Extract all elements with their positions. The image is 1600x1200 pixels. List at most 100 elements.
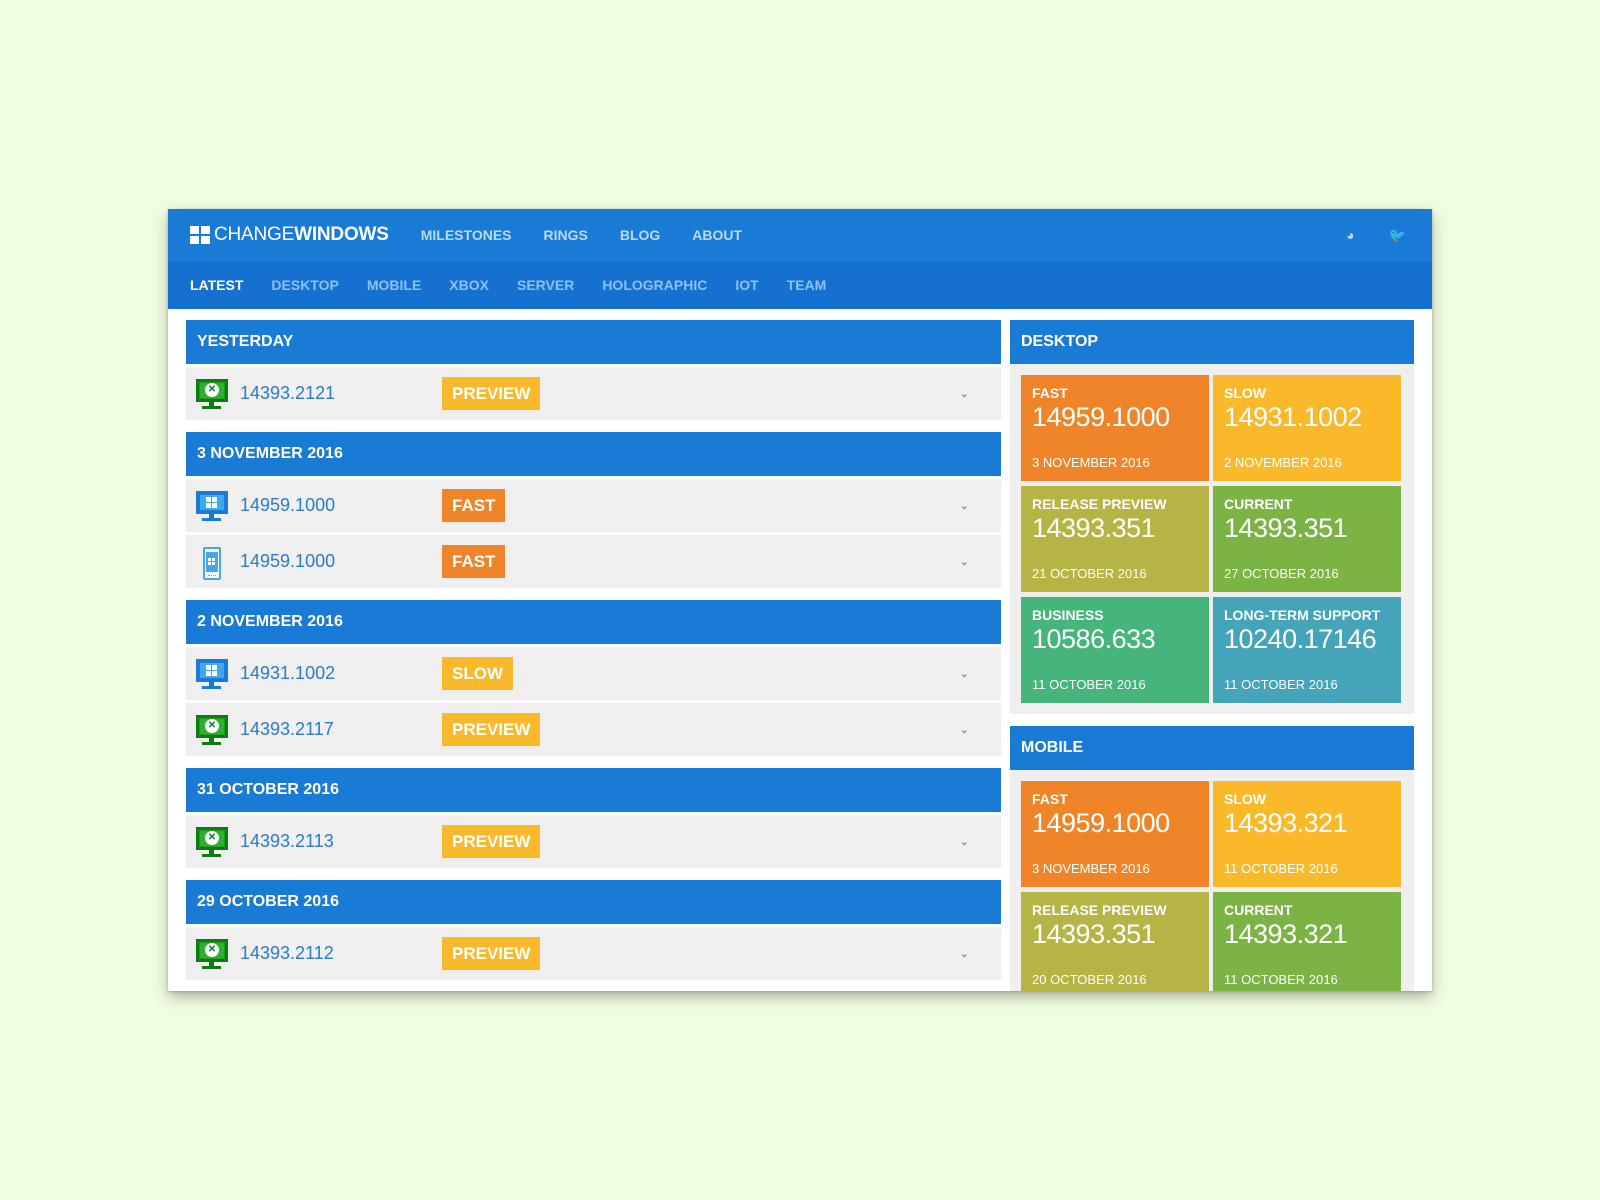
ring-tile[interactable]: FAST 14959.1000 3 NOVEMBER 2016 xyxy=(1021,375,1209,481)
ring-badge: PREVIEW xyxy=(442,937,541,970)
windows-logo-icon xyxy=(206,664,218,676)
chevron-down-icon[interactable]: ⌄ xyxy=(959,499,969,512)
build-row[interactable]: 14959.1000 FAST ⌄ xyxy=(186,479,1001,532)
platform-panel-mobile: MOBILE FAST 14959.1000 3 NOVEMBER 2016 SLOW 1… xyxy=(1010,726,1414,991)
monitor-foot xyxy=(202,685,221,689)
brand-change: CHANGE xyxy=(214,224,295,245)
tab-holographic[interactable]: HOLOGRAPHIC xyxy=(602,277,708,293)
monitor-shape xyxy=(196,658,228,682)
xbox-logo-icon: ✕ xyxy=(205,943,219,957)
tab-xbox[interactable]: XBOX xyxy=(449,277,489,293)
tab-mobile[interactable]: MOBILE xyxy=(366,277,422,293)
build-number: 14959.1000 xyxy=(240,495,336,515)
monitor-screen: ✕ xyxy=(200,382,224,398)
ring-summary: DESKTOP FAST 14959.1000 3 NOVEMBER 2016 SLOW… xyxy=(1010,320,1414,991)
ring-name: SLOW xyxy=(1224,385,1266,401)
nav-about[interactable]: ABOUT xyxy=(692,227,743,243)
monitor-shape: ✕ xyxy=(196,714,228,738)
monitor-shape: ✕ xyxy=(196,938,228,962)
ring-tile[interactable]: LONG-TERM SUPPORT 10240.17146 11 OCTOBER 2… xyxy=(1213,597,1401,703)
tab-team[interactable]: TEAM xyxy=(786,277,827,293)
build-timeline: YESTERDAY ✕ 14393.2121 PREVIEW ⌄ 3 NOVEMBER 2… xyxy=(186,320,1001,991)
desktop-device-icon xyxy=(195,490,228,521)
nav-milestones[interactable]: MILESTONES xyxy=(420,227,512,243)
ring-build: 14393.351 xyxy=(1032,513,1156,543)
monitor-stand xyxy=(209,737,214,743)
ring-name: BUSINESS xyxy=(1032,607,1104,623)
phone-screen xyxy=(206,551,218,572)
windows-logo-icon xyxy=(190,226,210,244)
build-number: 14959.1000 xyxy=(240,551,336,571)
ring-tile[interactable]: RELEASE PREVIEW 14393.351 21 OCTOBER 2016 xyxy=(1021,486,1209,592)
main-nav: MILESTONES RINGS BLOG ABOUT xyxy=(403,227,742,243)
monitor-foot xyxy=(202,965,221,969)
monitor-screen: ✕ xyxy=(200,830,224,846)
monitor-screen: ✕ xyxy=(200,942,224,958)
ring-build: 10586.633 xyxy=(1032,624,1156,654)
ring-name: RELEASE PREVIEW xyxy=(1032,496,1167,512)
ring-tile[interactable]: BUSINESS 10586.633 11 OCTOBER 2016 xyxy=(1021,597,1209,703)
platform-panel-desktop: DESKTOP FAST 14959.1000 3 NOVEMBER 2016 SLOW… xyxy=(1010,320,1414,714)
main-content: YESTERDAY ✕ 14393.2121 PREVIEW ⌄ 3 NOVEMBER 2… xyxy=(168,309,1432,991)
brand-logo[interactable]: CHANGEWINDOWS xyxy=(190,224,389,246)
xbox-device-icon: ✕ xyxy=(195,938,228,969)
date-group: 31 OCTOBER 2016 ✕ 14393.2113 PREVIEW ⌄ xyxy=(186,768,1001,868)
monitor-foot xyxy=(202,853,221,857)
mobile-device-icon xyxy=(195,546,228,580)
date-group: 2 NOVEMBER 2016 14931.1002 SLOW ⌄ ✕ 14393.211… xyxy=(186,600,1001,756)
ring-tile[interactable]: SLOW 14931.1002 2 NOVEMBER 2016 xyxy=(1213,375,1401,481)
build-row[interactable]: ✕ 14393.2117 PREVIEW ⌄ xyxy=(186,703,1001,756)
build-row[interactable]: 14931.1002 SLOW ⌄ xyxy=(186,647,1001,700)
xbox-device-icon: ✕ xyxy=(195,826,228,857)
ring-name: RELEASE PREVIEW xyxy=(1032,902,1167,918)
build-row[interactable]: ✕ 14393.2121 PREVIEW ⌄ xyxy=(186,367,1001,420)
nav-blog[interactable]: BLOG xyxy=(619,227,661,243)
xbox-device-icon: ✕ xyxy=(195,378,228,409)
build-row[interactable]: 14959.1000 FAST ⌄ xyxy=(186,535,1001,588)
monitor-stand xyxy=(209,961,214,967)
build-row[interactable]: ✕ 14393.2112 PREVIEW ⌄ xyxy=(186,927,1001,980)
tab-iot[interactable]: IOT xyxy=(735,277,759,293)
ring-badge: FAST xyxy=(442,545,506,578)
ring-date: 11 OCTOBER 2016 xyxy=(1224,972,1338,987)
ring-name: LONG-TERM SUPPORT xyxy=(1224,607,1381,623)
nav-rings[interactable]: RINGS xyxy=(543,227,588,243)
ring-tile[interactable]: CURRENT 14393.321 11 OCTOBER 2016 xyxy=(1213,892,1401,991)
ring-build: 14393.321 xyxy=(1224,919,1348,949)
desktop-device-icon xyxy=(195,658,228,689)
build-number: 14393.2112 xyxy=(240,943,334,963)
browser-window: CHANGEWINDOWS MILESTONES RINGS BLOG ABOUT ◕… xyxy=(168,209,1432,991)
chevron-down-icon[interactable]: ⌄ xyxy=(959,947,969,960)
date-group: 3 NOVEMBER 2016 14959.1000 FAST ⌄ 14959.1000… xyxy=(186,432,1001,588)
brand-windows: WINDOWS xyxy=(294,224,389,245)
tab-desktop[interactable]: DESKTOP xyxy=(271,277,339,293)
tab-latest[interactable]: LATEST xyxy=(190,277,244,293)
ring-tile[interactable]: RELEASE PREVIEW 14393.351 20 OCTOBER 2016 xyxy=(1021,892,1209,991)
social-icons: ◕ 🐦 xyxy=(1346,209,1406,261)
ring-tile[interactable]: SLOW 14393.321 11 OCTOBER 2016 xyxy=(1213,781,1401,887)
ring-badge: PREVIEW xyxy=(442,713,541,746)
windows-logo-icon xyxy=(206,496,218,508)
chevron-down-icon[interactable]: ⌄ xyxy=(959,835,969,848)
tab-server[interactable]: SERVER xyxy=(516,277,575,293)
build-row[interactable]: ✕ 14393.2113 PREVIEW ⌄ xyxy=(186,815,1001,868)
chevron-down-icon[interactable]: ⌄ xyxy=(959,667,969,680)
chevron-down-icon[interactable]: ⌄ xyxy=(959,555,969,568)
build-number: 14393.2113 xyxy=(240,831,334,851)
twitter-icon[interactable]: 🐦 xyxy=(1388,227,1406,243)
ring-tile[interactable]: FAST 14959.1000 3 NOVEMBER 2016 xyxy=(1021,781,1209,887)
monitor-foot xyxy=(202,517,221,521)
monitor-foot xyxy=(202,405,221,409)
ring-tiles: FAST 14959.1000 3 NOVEMBER 2016 SLOW 14393.3… xyxy=(1010,770,1414,991)
ring-tile[interactable]: CURRENT 14393.351 27 OCTOBER 2016 xyxy=(1213,486,1401,592)
monitor-screen: ✕ xyxy=(200,718,224,734)
monitor-shape: ✕ xyxy=(196,826,228,850)
dashboard-icon[interactable]: ◕ xyxy=(1346,227,1355,243)
chevron-down-icon[interactable]: ⌄ xyxy=(959,387,969,400)
monitor-stand xyxy=(209,401,214,407)
category-nav: LATEST DESKTOP MOBILE XBOX SERVER HOLOGRAPHIC… xyxy=(168,261,1432,309)
ring-date: 2 NOVEMBER 2016 xyxy=(1224,455,1342,470)
chevron-down-icon[interactable]: ⌄ xyxy=(959,723,969,736)
ring-name: CURRENT xyxy=(1224,496,1293,512)
date-header: YESTERDAY xyxy=(186,320,1001,364)
